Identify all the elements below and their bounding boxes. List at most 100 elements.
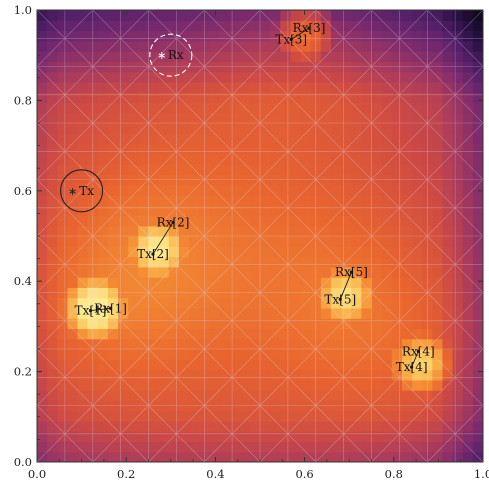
heat-cell: [472, 20, 483, 32]
heat-cell: [280, 143, 292, 155]
heat-cell: [249, 71, 261, 83]
heat-cell: [199, 236, 210, 247]
heat-cell: [249, 102, 261, 114]
heat-cell: [67, 174, 79, 186]
heat-cell: [107, 359, 119, 371]
heat-cell: [138, 369, 150, 381]
heat-cell: [87, 287, 99, 299]
marker-layer: ∗ Tx∗ Rx: [60, 33, 193, 213]
heat-cell: [219, 266, 231, 278]
heat-cell: [462, 194, 474, 206]
heat-cell: [158, 143, 170, 155]
heat-cell: [97, 20, 109, 32]
heat-cell: [57, 112, 69, 124]
heat-cell: [361, 133, 373, 145]
heat-cell: [118, 112, 129, 124]
heat-cell: [128, 123, 139, 134]
heat-cell: [422, 256, 433, 268]
heat-cell: [209, 297, 221, 309]
heat-cell: [412, 410, 423, 422]
heat-cell: [189, 328, 200, 340]
heat-cell: [239, 20, 251, 32]
heat-cell: [148, 410, 160, 422]
heat-cell: [320, 338, 332, 350]
heat-cell: [249, 236, 261, 247]
heat-cell: [442, 92, 454, 104]
heat-cell: [168, 369, 180, 381]
heat-cell: [199, 369, 210, 381]
heat-cell: [361, 153, 373, 165]
heat-cell: [442, 359, 454, 371]
heat-cell: [260, 410, 271, 422]
heat-cell: [341, 297, 352, 309]
heat-cell: [290, 71, 302, 83]
heat-cell: [77, 328, 89, 340]
heat-cell: [452, 379, 464, 391]
heat-cell: [412, 143, 423, 155]
heat-cell: [330, 359, 342, 371]
heat-cell: [158, 123, 170, 134]
heat-cell: [189, 441, 200, 453]
heat-cell: [249, 112, 261, 124]
heat-cell: [452, 61, 464, 73]
heat-cell: [148, 318, 160, 330]
heat-cell: [67, 194, 79, 206]
heat-cell: [97, 277, 109, 288]
heat-cell: [270, 143, 281, 155]
heat-cell: [77, 277, 89, 288]
heat-cell: [462, 153, 474, 165]
heat-cell: [280, 81, 292, 93]
heat-cell: [67, 287, 79, 299]
heat-cell: [47, 338, 58, 350]
heat-cell: [432, 369, 444, 381]
heat-cell: [249, 20, 261, 32]
heat-cell: [270, 81, 281, 93]
heat-cell: [280, 184, 292, 196]
heat-cell: [239, 369, 251, 381]
heat-cell: [371, 71, 383, 83]
heat-cell: [37, 143, 48, 155]
heat-cell: [209, 133, 221, 145]
heat-cell: [432, 410, 444, 422]
heat-cell: [158, 20, 170, 32]
heat-cell: [290, 164, 302, 175]
heat-cell: [432, 143, 444, 155]
heat-cell: [87, 307, 99, 319]
heat-cell: [351, 266, 362, 278]
heat-cell: [209, 390, 221, 401]
heat-cell: [57, 266, 69, 278]
heat-cell: [168, 297, 180, 309]
heat-cell: [37, 215, 48, 227]
heat-cell: [452, 20, 464, 32]
heat-cell: [47, 153, 58, 165]
heat-cell: [330, 112, 342, 124]
heat-cell: [432, 71, 444, 83]
heat-cell: [87, 215, 99, 227]
heat-cell: [310, 297, 322, 309]
heat-cell: [199, 51, 210, 62]
heat-cell: [239, 174, 251, 186]
heat-cell: [168, 20, 180, 32]
heat-cell: [351, 174, 362, 186]
heat-cell: [199, 328, 210, 340]
heat-cell: [107, 400, 119, 412]
heat-cell: [97, 400, 109, 412]
heat-cell: [37, 431, 48, 443]
heat-cell: [107, 266, 119, 278]
heat-cell: [199, 81, 210, 93]
heat-cell: [280, 410, 292, 422]
heat-cell: [37, 297, 48, 309]
heat-cell: [452, 451, 464, 462]
heat-cell: [280, 10, 292, 21]
heat-cell: [381, 10, 393, 21]
heat-cell: [158, 369, 170, 381]
heat-cell: [209, 266, 221, 278]
heat-cell: [472, 184, 483, 196]
heat-cell: [67, 379, 79, 391]
heat-cell: [351, 328, 362, 340]
heat-cell: [300, 184, 312, 196]
heat-cell: [351, 359, 362, 371]
heat-cell: [158, 184, 170, 196]
heat-cell: [290, 400, 302, 412]
heat-cell: [199, 359, 210, 371]
